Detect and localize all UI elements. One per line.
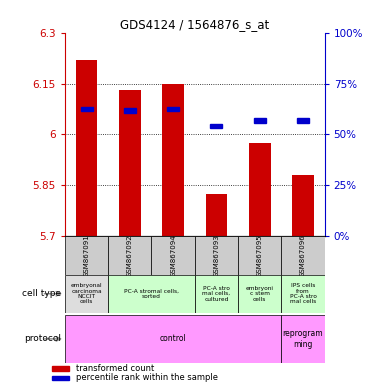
Text: IPS cells
from
PC-A stro
mal cells: IPS cells from PC-A stro mal cells	[289, 283, 316, 305]
Bar	[65, 275, 108, 313]
Bar	[124, 108, 136, 113]
Text: cell type: cell type	[22, 289, 61, 298]
Bar	[162, 83, 184, 236]
Bar	[108, 275, 195, 313]
Bar	[281, 315, 325, 363]
Bar	[52, 366, 69, 371]
Text: percentile rank within the sample: percentile rank within the sample	[76, 373, 218, 382]
Text: GSM867091: GSM867091	[83, 234, 89, 277]
Bar	[81, 107, 93, 111]
Bar	[238, 236, 281, 275]
Text: control: control	[160, 334, 187, 343]
Text: GSM867094: GSM867094	[170, 234, 176, 277]
Bar	[195, 275, 238, 313]
Title: GDS4124 / 1564876_s_at: GDS4124 / 1564876_s_at	[120, 18, 269, 31]
Text: embryoni
c stem
cells: embryoni c stem cells	[246, 286, 274, 302]
Bar	[206, 194, 227, 236]
Bar	[210, 124, 223, 128]
Bar	[65, 315, 281, 363]
Bar	[52, 376, 69, 380]
Bar	[281, 275, 325, 313]
Text: embryonal
carcinoma
NCCIT
cells: embryonal carcinoma NCCIT cells	[71, 283, 102, 305]
Bar	[76, 60, 97, 236]
Text: reprogram
ming: reprogram ming	[283, 329, 323, 349]
Bar	[281, 236, 325, 275]
Bar	[292, 175, 314, 236]
Bar	[297, 118, 309, 123]
Text: PC-A stromal cells,
sorted: PC-A stromal cells, sorted	[124, 288, 179, 299]
Text: PC-A stro
mal cells,
cultured: PC-A stro mal cells, cultured	[202, 286, 230, 302]
Bar	[167, 107, 179, 111]
Bar	[108, 236, 151, 275]
Text: GSM867092: GSM867092	[127, 234, 133, 277]
Text: protocol: protocol	[24, 334, 61, 343]
Bar	[238, 275, 281, 313]
Text: GSM867095: GSM867095	[257, 234, 263, 277]
Bar	[254, 118, 266, 123]
Bar	[195, 236, 238, 275]
Text: transformed count: transformed count	[76, 364, 154, 373]
Bar	[65, 236, 108, 275]
Text: GSM867093: GSM867093	[213, 234, 219, 277]
Bar	[119, 90, 141, 236]
Text: GSM867096: GSM867096	[300, 234, 306, 277]
Bar	[151, 236, 195, 275]
Bar	[249, 143, 270, 236]
